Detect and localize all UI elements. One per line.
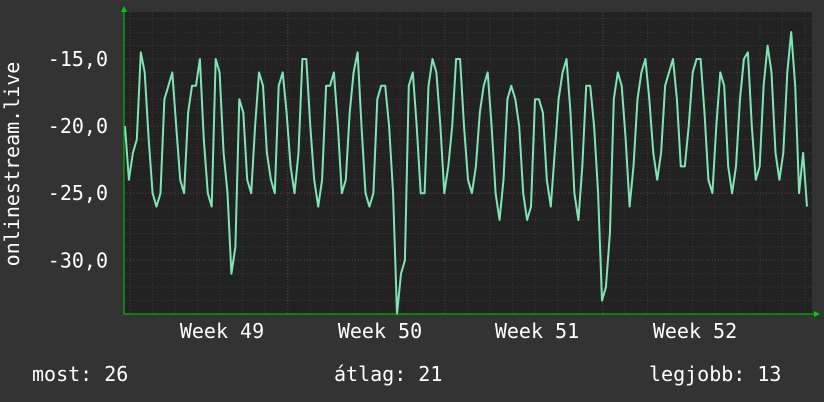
x-axis-ticks: Week 49 Week 50 Week 51 Week 52 [180,319,737,343]
best-value: legjobb: 13 [649,362,782,386]
x-tick-label: Week 52 [653,319,737,343]
y-tick-label: -30,0 [48,248,108,272]
series-layer [124,31,808,315]
y-axis-ticks: -15,0 -20,0 -25,0 -30,0 [48,47,108,272]
x-tick-label: Week 50 [338,319,422,343]
average-value: átlag: 21 [334,362,443,386]
y-tick-label: -15,0 [48,47,108,71]
y-axis-label: onlinestream.live [0,62,24,267]
x-tick-label: Week 49 [180,319,264,343]
y-tick-label: -25,0 [48,181,108,205]
y-tick-label: -20,0 [48,114,108,138]
x-axis-arrow-icon [814,311,820,317]
x-tick-label: Week 51 [495,319,579,343]
y-axis-arrow-icon [121,6,127,12]
series-line [124,31,808,315]
current-value: most: 26 [32,362,129,386]
